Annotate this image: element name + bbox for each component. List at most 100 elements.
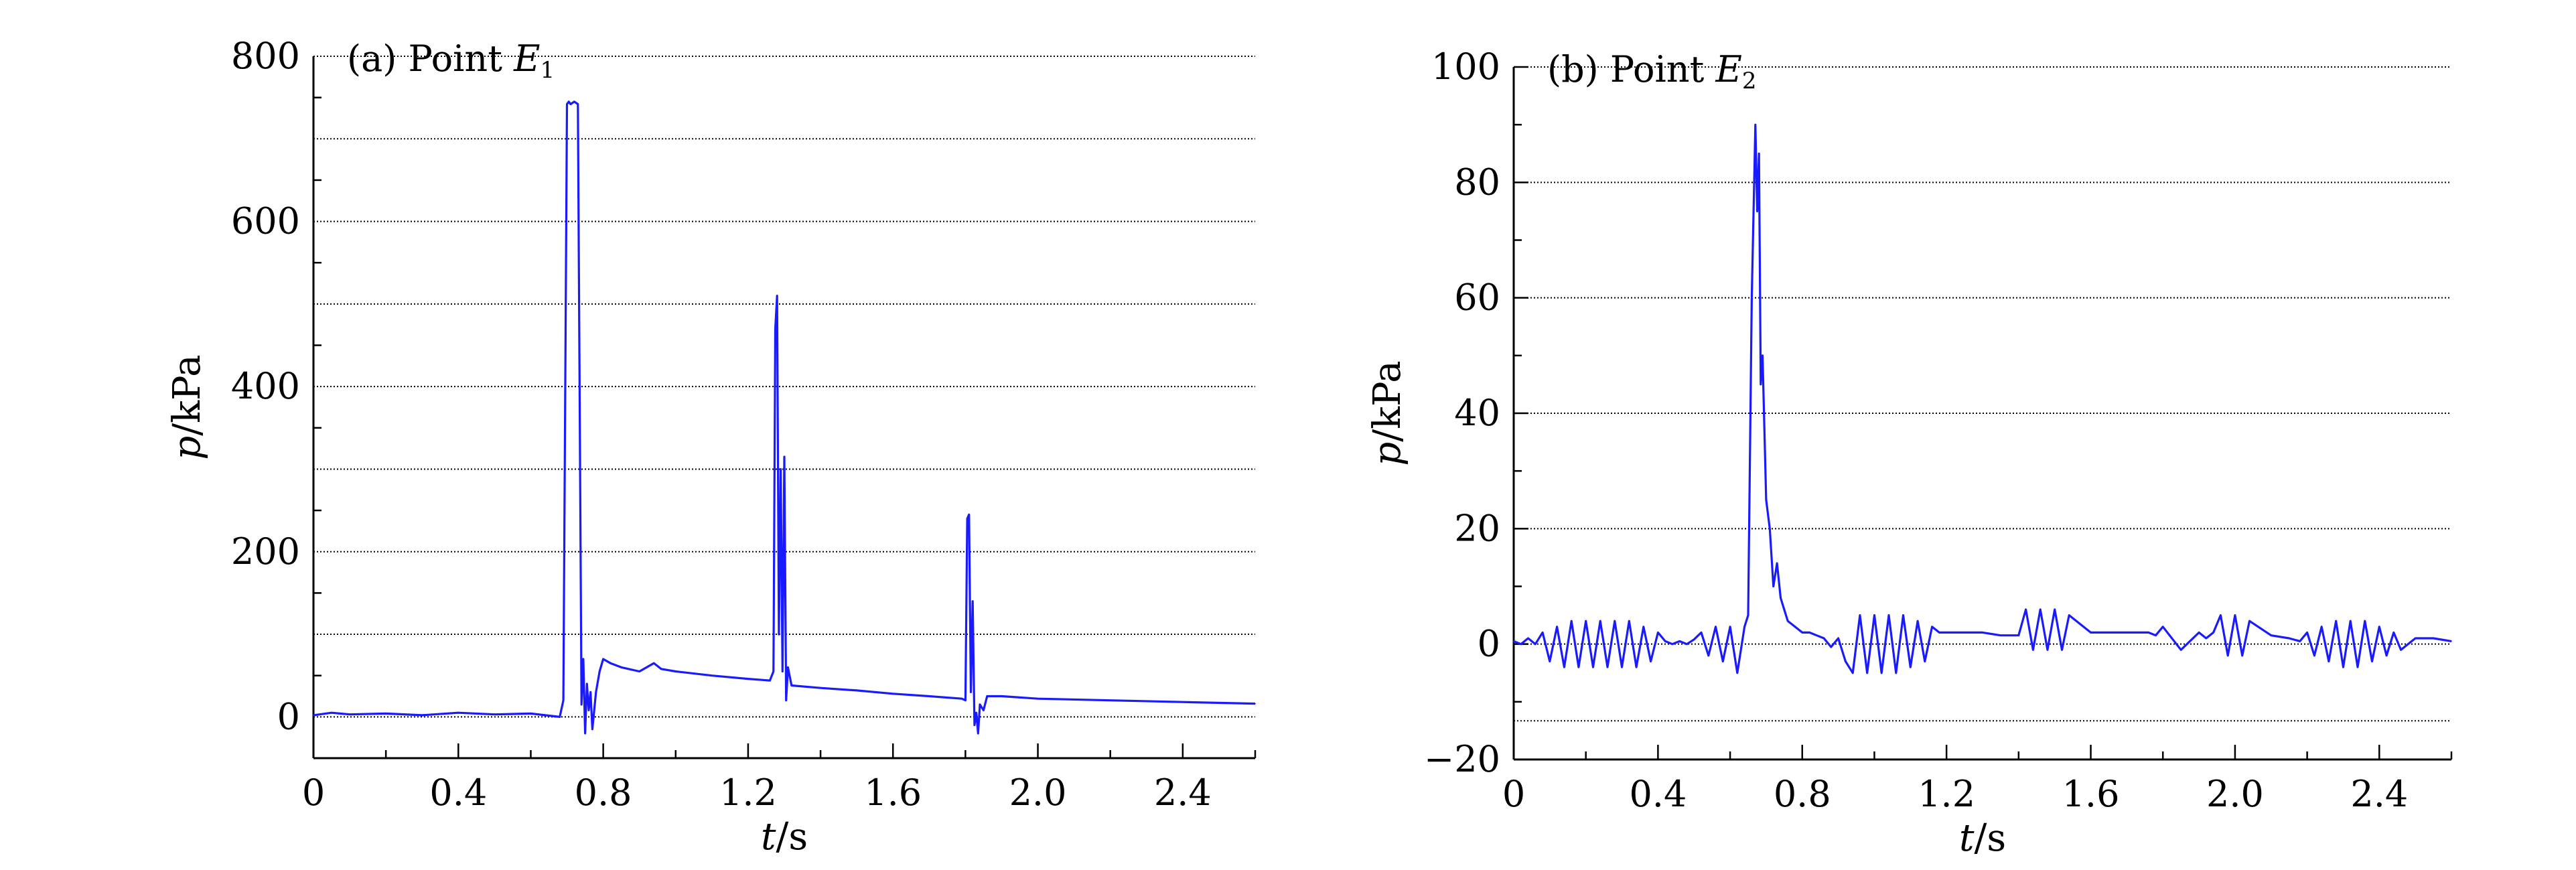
x-tick-label: 1.6 <box>2062 773 2120 815</box>
data-point <box>1672 643 1673 645</box>
data-point <box>1982 632 1983 634</box>
data-point <box>1760 384 1762 385</box>
data-point <box>457 712 459 713</box>
data-point <box>660 668 662 670</box>
data-point <box>2400 649 2402 651</box>
data-point <box>1743 626 1745 628</box>
data-point <box>2220 614 2222 616</box>
data-point <box>787 666 789 668</box>
data-point <box>584 733 586 734</box>
data-point <box>1578 666 1579 668</box>
data-point <box>602 658 604 660</box>
data-point <box>1621 666 1623 668</box>
x-tick-label: 0 <box>302 772 325 814</box>
data-point <box>1895 672 1897 674</box>
data-point <box>1964 632 1965 634</box>
y-tick-label: 60 <box>1454 277 1500 319</box>
data-point <box>1599 620 1601 622</box>
data-point <box>785 699 787 701</box>
data-point <box>1693 638 1695 640</box>
data-point <box>1678 640 1680 642</box>
data-point <box>892 693 894 695</box>
data-point <box>581 704 582 705</box>
data-point <box>591 729 593 730</box>
data-point <box>2321 626 2322 628</box>
data-point <box>1946 632 1947 634</box>
data-point <box>579 403 581 404</box>
data-point <box>1766 499 1767 501</box>
data-point <box>1001 695 1003 697</box>
x-tick-label: 0.4 <box>1629 773 1687 815</box>
data-point <box>1938 632 1940 634</box>
panel-a: 0 200 400 600 800 0 0.4 0.8 1.2 1.6 2.0 2.4 t/s p/kPa… <box>165 35 1257 859</box>
data-point <box>1931 626 1933 628</box>
data-point <box>1747 614 1749 616</box>
data-point <box>1650 660 1652 662</box>
data-point <box>1816 634 1818 636</box>
data-point <box>1686 643 1688 645</box>
data-point <box>570 103 571 105</box>
data-point <box>1754 124 1756 125</box>
data-point <box>1592 666 1594 668</box>
data-point <box>1722 660 1724 662</box>
data-point <box>530 713 532 715</box>
data-point <box>2234 614 2236 616</box>
data-point <box>1614 620 1616 622</box>
data-point <box>711 674 713 676</box>
panel-title: (a) Point E1 <box>347 38 555 84</box>
data-point <box>2061 649 2063 651</box>
data-point <box>1607 666 1608 668</box>
data-point <box>2288 638 2290 639</box>
data-point <box>2306 632 2308 634</box>
data-point <box>589 691 591 693</box>
data-point <box>2342 666 2344 668</box>
data-point <box>1520 643 1522 645</box>
data-point <box>1917 620 1918 622</box>
y-tick-label: 100 <box>1431 46 1500 88</box>
data-point <box>2371 660 2373 662</box>
data-point <box>599 670 601 672</box>
data-point <box>1182 701 1184 703</box>
data-point <box>2198 632 2200 634</box>
data-point <box>2180 649 2181 651</box>
data-point <box>545 715 546 716</box>
data-point <box>494 713 496 715</box>
data-point <box>1751 297 1753 299</box>
data-point <box>2241 655 2243 656</box>
data-point <box>772 670 774 672</box>
data-point <box>1866 672 1868 674</box>
data-point <box>2350 620 2352 622</box>
data-point <box>2378 626 2380 628</box>
data-point <box>2000 634 2001 636</box>
y-tick-label: 200 <box>231 530 300 573</box>
data-point <box>1762 355 1764 356</box>
data-point <box>2328 660 2330 662</box>
data-point <box>1837 638 1839 639</box>
data-point <box>1801 632 1803 634</box>
data-point <box>1845 660 1847 662</box>
data-point <box>975 712 977 713</box>
data-point <box>559 716 561 718</box>
data-point <box>566 103 568 105</box>
data-point <box>610 662 612 664</box>
data-point <box>1787 620 1789 622</box>
data-point <box>967 518 968 520</box>
y-tick-label: 400 <box>231 365 300 407</box>
data-point <box>421 715 423 716</box>
data-point <box>2147 632 2149 634</box>
data-point <box>1737 672 1738 674</box>
data-point <box>1756 210 1758 212</box>
data-point <box>2126 632 2128 634</box>
data-point <box>747 678 749 680</box>
data-point <box>1255 703 1256 705</box>
data-point <box>2018 634 2019 636</box>
data-point <box>2415 638 2416 639</box>
data-point <box>1585 620 1587 622</box>
data-point <box>1924 660 1926 662</box>
data-point <box>2040 609 2041 610</box>
data-point <box>1037 698 1039 700</box>
data-point <box>1542 632 1543 634</box>
data-point <box>2451 640 2452 642</box>
data-point <box>970 691 972 693</box>
